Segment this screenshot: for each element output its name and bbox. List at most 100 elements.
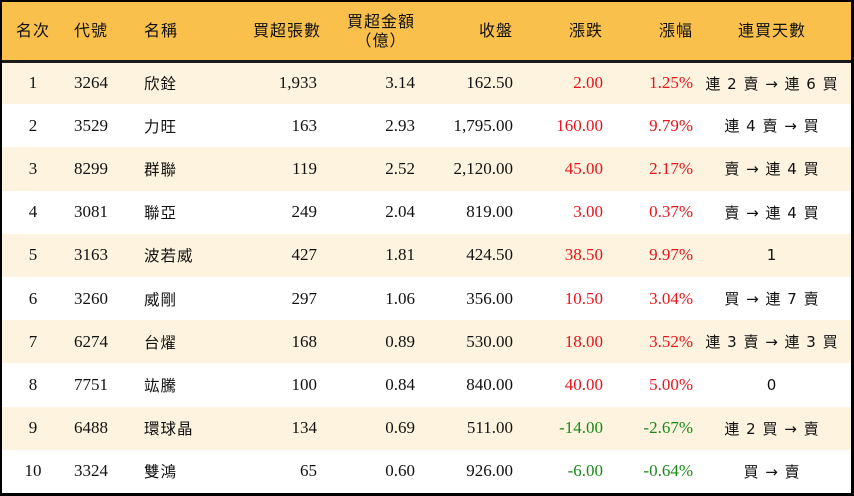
cell-rank: 6 [28, 288, 38, 308]
cell-code: 3324 [74, 461, 108, 481]
cell-change-pct: 3.52% [649, 331, 693, 351]
cell-code: 6274 [74, 331, 108, 351]
table-row: 3 8299 群聯 119 2.52 2,120.00 45.00 2.17% … [2, 147, 851, 191]
cell-code: 8299 [74, 158, 108, 178]
table-row: 1 3264 欣銓 1,933 3.14 162.50 2.00 1.25% 連… [2, 61, 851, 105]
header-name: 名稱 [144, 21, 179, 41]
cell-change-pct: -2.67% [643, 418, 693, 438]
cell-change: 45.00 [564, 158, 603, 178]
cell-change: -14.00 [559, 418, 603, 438]
cell-rank: 10 [24, 461, 42, 481]
cell-rank: 7 [28, 331, 38, 351]
cell-consecutive-days: 1 [766, 246, 778, 265]
cell-code: 3264 [74, 73, 108, 93]
cell-net-buy-amount: 0.69 [385, 418, 415, 438]
cell-change-pct: 9.79% [649, 115, 693, 135]
cell-net-buy-amount: 2.93 [385, 115, 415, 135]
cell-net-buy-amount: 2.52 [385, 158, 415, 178]
cell-consecutive-days: 連 2 買 → 賣 [724, 419, 820, 438]
cell-net-buy-amount: 1.81 [385, 245, 415, 265]
header-rank: 名次 [15, 21, 50, 41]
cell-change-pct: 5.00% [649, 374, 693, 394]
cell-change: 2.00 [573, 73, 603, 93]
table-row: 7 6274 台燿 168 0.89 530.00 18.00 3.52% 連 … [2, 320, 851, 364]
cell-net-buy-lots: 249 [291, 202, 318, 222]
cell-rank: 3 [28, 158, 38, 178]
cell-net-buy-amount: 3.14 [385, 73, 415, 93]
cell-name: 聯亞 [144, 204, 178, 223]
cell-rank: 5 [28, 245, 38, 265]
cell-close: 1,795.00 [453, 115, 514, 135]
cell-close: 511.00 [466, 418, 513, 438]
cell-change: 38.50 [564, 245, 603, 265]
cell-code: 6488 [74, 418, 108, 438]
header-change-pct: 漲幅 [658, 21, 693, 41]
cell-name: 波若威 [144, 247, 194, 266]
cell-net-buy-lots: 1,933 [278, 73, 317, 93]
cell-close: 162.50 [466, 73, 513, 93]
table-row: 5 3163 波若威 427 1.81 424.50 38.50 9.97% 1 [2, 233, 851, 277]
header-code: 代號 [74, 21, 109, 41]
header-change: 漲跌 [568, 21, 603, 41]
cell-name: 竑騰 [144, 376, 178, 395]
cell-consecutive-days: 0 [766, 375, 778, 394]
cell-change-pct: 0.37% [649, 202, 693, 222]
cell-close: 356.00 [466, 288, 513, 308]
cell-net-buy-lots: 134 [291, 418, 318, 438]
cell-change-pct: 1.25% [649, 73, 693, 93]
cell-code: 3260 [74, 288, 108, 308]
cell-name: 雙鴻 [144, 463, 178, 482]
header-net-buy-amount: 買超金額 （億） [321, 2, 421, 61]
cell-rank: 1 [28, 73, 38, 93]
cell-change: 40.00 [564, 374, 603, 394]
cell-code: 3163 [74, 245, 108, 265]
cell-net-buy-lots: 65 [300, 461, 317, 481]
cell-consecutive-days: 連 2 賣 → 連 6 買 [705, 74, 839, 93]
cell-rank: 4 [28, 202, 38, 222]
cell-name: 台燿 [144, 333, 178, 352]
cell-close: 530.00 [466, 331, 513, 351]
header-net-buy-amount-line2: （億） [355, 30, 407, 50]
header-net-buy-amount-line1: 買超金額 [346, 11, 415, 31]
table-row: 6 3260 威剛 297 1.06 356.00 10.50 3.04% 買 … [2, 276, 851, 321]
cell-change: 18.00 [564, 331, 603, 351]
cell-name: 群聯 [144, 160, 178, 179]
cell-close: 2,120.00 [453, 158, 514, 178]
cell-close: 926.00 [466, 461, 513, 481]
cell-code: 7751 [74, 374, 108, 394]
header-row: 名次 代號 名稱 買超張數 買超金額 （億） 收盤 漲跌 漲幅 連買天數 [2, 2, 851, 61]
cell-code: 3529 [74, 115, 108, 135]
cell-change: 160.00 [556, 115, 603, 135]
cell-name: 環球晶 [144, 420, 194, 439]
cell-net-buy-amount: 1.06 [385, 288, 415, 308]
cell-change-pct: 3.04% [649, 288, 693, 308]
table-row: 2 3529 力旺 163 2.93 1,795.00 160.00 9.79%… [2, 104, 851, 148]
table-row: 10 3324 雙鴻 65 0.60 926.00 -6.00 -0.64% 買… [2, 449, 851, 493]
table-row: 4 3081 聯亞 249 2.04 819.00 3.00 0.37% 賣 →… [2, 190, 851, 234]
cell-change: -6.00 [567, 461, 603, 481]
cell-consecutive-days: 連 4 賣 → 買 [724, 117, 820, 136]
cell-consecutive-days: 買 → 賣 [743, 462, 801, 481]
cell-change-pct: 9.97% [649, 245, 693, 265]
cell-change: 3.00 [573, 202, 603, 222]
cell-close: 840.00 [466, 374, 513, 394]
cell-net-buy-lots: 119 [292, 158, 317, 178]
cell-name: 欣銓 [144, 75, 178, 94]
table-row: 9 6488 環球晶 134 0.69 511.00 -14.00 -2.67%… [2, 406, 851, 450]
cell-net-buy-lots: 427 [291, 245, 318, 265]
cell-net-buy-lots: 100 [291, 374, 318, 394]
table-row: 8 7751 竑騰 100 0.84 840.00 40.00 5.00% 0 [2, 363, 851, 407]
cell-net-buy-amount: 0.89 [385, 331, 415, 351]
cell-consecutive-days: 賣 → 連 4 買 [724, 160, 820, 179]
cell-change: 10.50 [564, 288, 603, 308]
cell-consecutive-days: 買 → 連 7 賣 [724, 290, 820, 309]
cell-rank: 2 [28, 115, 38, 135]
header-consecutive-days: 連買天數 [737, 21, 806, 41]
cell-close: 424.50 [466, 245, 513, 265]
cell-close: 819.00 [466, 202, 513, 222]
cell-net-buy-amount: 0.60 [385, 461, 415, 481]
cell-change-pct: -0.64% [643, 461, 693, 481]
cell-name: 力旺 [144, 117, 178, 136]
